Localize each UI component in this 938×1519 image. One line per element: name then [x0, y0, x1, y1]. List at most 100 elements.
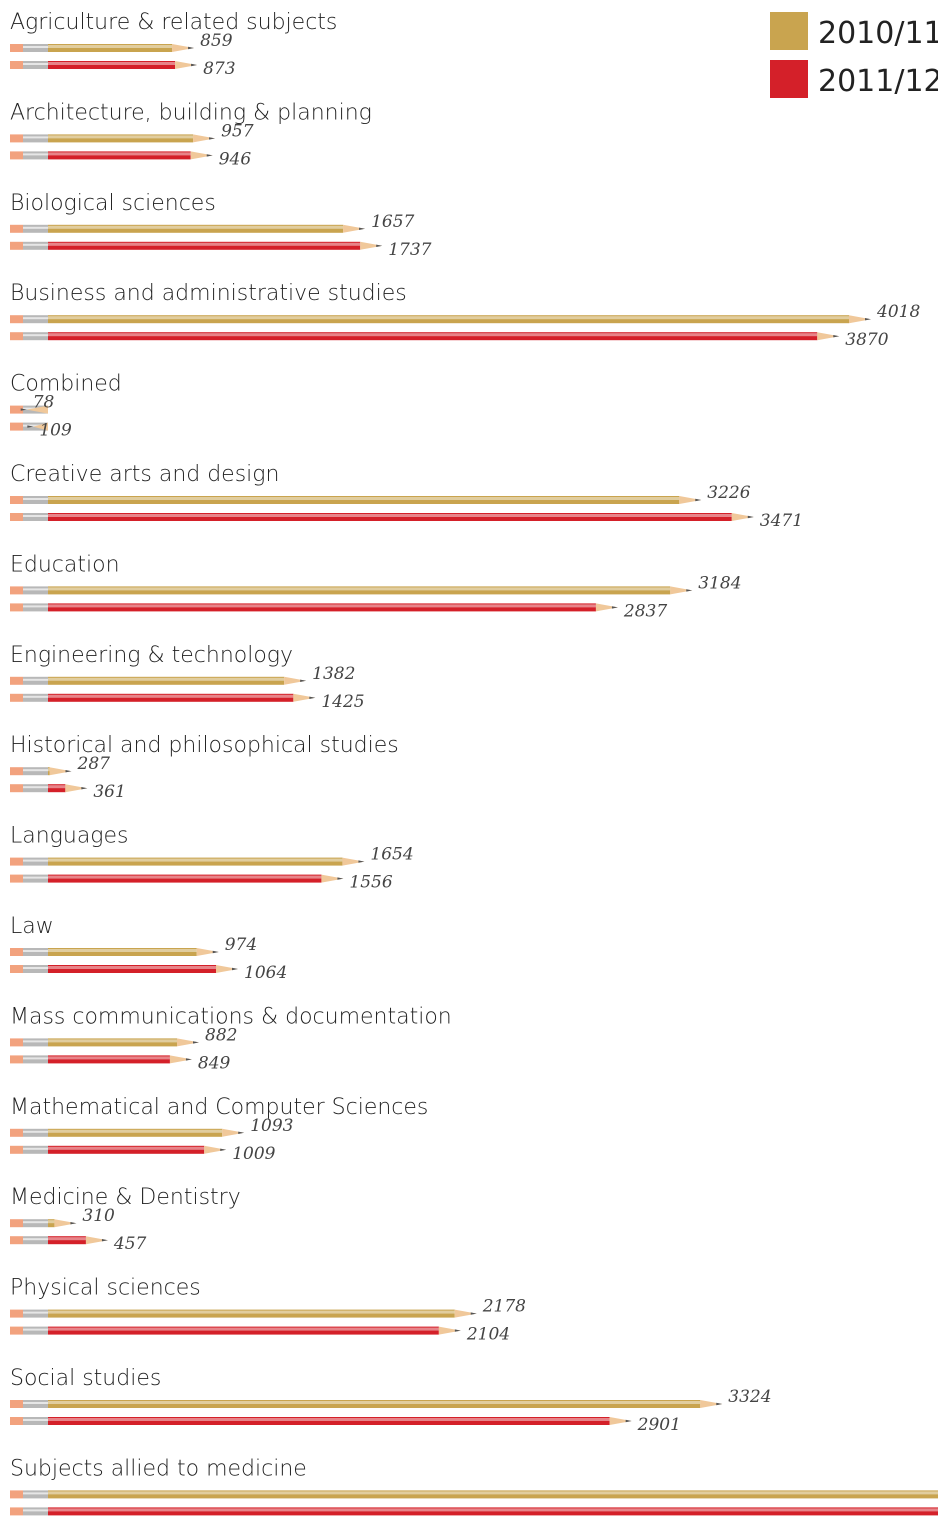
pencil-shine — [48, 859, 342, 862]
pencil-shine — [48, 1401, 700, 1404]
ferrule-shine — [23, 1509, 48, 1511]
pencil — [10, 1219, 76, 1227]
ferrule-shine — [23, 317, 48, 319]
category-label: Engineering & technology — [10, 643, 293, 668]
value-label: 2178 — [482, 1297, 526, 1317]
pencil — [10, 496, 701, 504]
pencil — [10, 1417, 632, 1425]
ferrule-shine — [23, 515, 48, 517]
ferrule-shine — [23, 950, 48, 952]
pencil-lead — [612, 606, 618, 608]
eraser — [10, 677, 23, 685]
pencil-lead — [193, 1041, 199, 1043]
pencil-lead — [213, 951, 219, 953]
value-label: 1093 — [250, 1116, 293, 1136]
pencil — [10, 1055, 192, 1063]
ferrule-shine — [23, 244, 48, 246]
pencil-shine — [48, 45, 172, 48]
value-label: 4018 — [876, 302, 920, 322]
chart: 2010/11 2011/12 Agriculture & related subj… — [0, 0, 938, 1519]
value-label: 1064 — [244, 963, 287, 983]
pencil-lead — [220, 1149, 226, 1151]
value-label: 1556 — [349, 873, 392, 893]
eraser — [10, 1310, 23, 1318]
value-label: 2901 — [637, 1415, 681, 1435]
pencil-shine — [48, 333, 817, 336]
pencil-shine — [48, 1508, 938, 1511]
pencil-lead — [191, 64, 197, 66]
pencil — [10, 1327, 461, 1335]
value-label: 1657 — [371, 212, 414, 232]
eraser — [10, 694, 23, 702]
value-label: 974 — [225, 935, 257, 955]
value-label: 1425 — [321, 692, 364, 712]
pencil-shine — [48, 152, 191, 155]
legend-label: 2010/11 — [818, 16, 938, 51]
pencil — [10, 61, 197, 69]
pencil-lead — [207, 154, 213, 156]
category-label: Creative arts and design — [10, 462, 279, 487]
pencil — [10, 513, 754, 521]
value-label: 109 — [39, 421, 72, 441]
category-label: Mathematical and Computer Sciences — [10, 1095, 428, 1120]
pencil-shine — [48, 604, 596, 607]
pencil-shine — [48, 1418, 610, 1421]
legend-label: 2011/12 — [818, 64, 938, 99]
ferrule-shine — [23, 605, 48, 607]
category-label: Agriculture & related subjects — [10, 10, 337, 35]
category-label: Medicine & Dentistry — [10, 1185, 241, 1210]
pencil-shine — [48, 1147, 204, 1150]
pencil — [10, 784, 87, 792]
pencil-lead — [337, 877, 343, 879]
pencil — [10, 586, 692, 594]
pencil-lead — [471, 1312, 477, 1314]
eraser — [10, 225, 23, 233]
ferrule-shine — [23, 1492, 48, 1494]
eraser — [10, 784, 23, 792]
value-label: 3324 — [728, 1387, 771, 1407]
pencil — [10, 948, 219, 956]
pencil — [10, 694, 315, 702]
legend-swatch — [770, 12, 808, 50]
ferrule-shine — [23, 860, 48, 862]
pencil — [10, 1129, 244, 1137]
eraser — [10, 134, 23, 142]
pencil-shine — [48, 62, 175, 65]
pencil-shine — [48, 876, 321, 879]
pencil — [10, 44, 194, 52]
ferrule-shine — [23, 153, 48, 155]
pencil-lead — [686, 589, 692, 591]
eraser — [10, 586, 23, 594]
eraser — [10, 603, 23, 611]
ferrule-shine — [23, 1312, 48, 1314]
pencil — [10, 875, 343, 883]
legend-swatch — [770, 60, 808, 98]
value-label: 3226 — [707, 483, 750, 503]
value-label: 3870 — [845, 330, 888, 350]
eraser — [10, 423, 23, 431]
value-label: 361 — [93, 782, 125, 802]
pencil — [10, 332, 839, 340]
eraser — [10, 767, 23, 775]
value-label: 3471 — [760, 511, 803, 531]
eraser — [10, 1490, 23, 1498]
pencil — [10, 134, 215, 142]
value-label: 946 — [219, 149, 252, 169]
pencil-lead — [626, 1420, 632, 1422]
ferrule-shine — [23, 786, 48, 788]
pencil-shine — [48, 226, 343, 229]
eraser — [10, 1400, 23, 1408]
pencil-shine — [48, 316, 849, 319]
eraser — [10, 1038, 23, 1046]
ferrule-shine — [23, 1329, 48, 1331]
value-label: 3184 — [698, 573, 741, 593]
ferrule-shine — [23, 1238, 48, 1240]
pencil — [10, 677, 306, 685]
pencil-lead — [865, 318, 871, 320]
pencil-shine — [48, 678, 284, 681]
ferrule-shine — [23, 967, 48, 969]
value-label: 1009 — [232, 1144, 275, 1164]
eraser — [10, 1327, 23, 1335]
ferrule-shine — [23, 1040, 48, 1042]
eraser — [10, 1055, 23, 1063]
